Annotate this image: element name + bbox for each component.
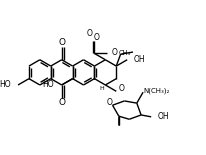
Text: O: O	[111, 48, 117, 57]
Text: CH₃: CH₃	[118, 51, 130, 56]
Text: HO: HO	[0, 80, 11, 89]
Text: HO: HO	[42, 80, 54, 89]
Text: O: O	[58, 98, 65, 107]
Text: O: O	[93, 33, 99, 42]
Text: O: O	[58, 38, 65, 46]
Text: O: O	[118, 84, 124, 93]
Text: N(CH₃)₂: N(CH₃)₂	[142, 87, 169, 94]
Text: O: O	[86, 29, 92, 38]
Text: H: H	[99, 86, 103, 91]
Text: OH: OH	[133, 55, 145, 64]
Text: OH: OH	[157, 112, 169, 121]
Text: O: O	[106, 98, 112, 107]
